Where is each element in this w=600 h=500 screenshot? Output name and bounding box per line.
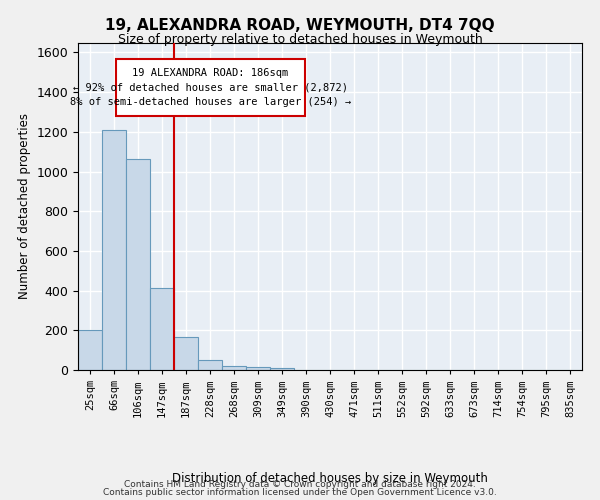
Y-axis label: Number of detached properties: Number of detached properties (18, 114, 31, 299)
Text: Size of property relative to detached houses in Weymouth: Size of property relative to detached ho… (118, 32, 482, 46)
Bar (78, 330, 102, 370)
Bar (150, 288, 174, 370)
Text: 19, ALEXANDRA ROAD, WEYMOUTH, DT4 7QQ: 19, ALEXANDRA ROAD, WEYMOUTH, DT4 7QQ (105, 18, 495, 32)
X-axis label: Distribution of detached houses by size in Weymouth: Distribution of detached houses by size … (172, 472, 488, 485)
Bar (174, 337, 198, 370)
Text: 19 ALEXANDRA ROAD: 186sqm
← 92% of detached houses are smaller (2,872)
8% of sem: 19 ALEXANDRA ROAD: 186sqm ← 92% of detac… (70, 68, 351, 108)
Bar (116, 59, 305, 116)
Bar (102, 130, 126, 370)
Bar (270, 368, 294, 370)
Bar (198, 360, 222, 370)
Bar (222, 366, 246, 370)
Text: Contains public sector information licensed under the Open Government Licence v3: Contains public sector information licen… (103, 488, 497, 497)
Bar (126, 158, 150, 370)
Text: Contains HM Land Registry data © Crown copyright and database right 2024.: Contains HM Land Registry data © Crown c… (124, 480, 476, 489)
Bar (246, 367, 270, 370)
